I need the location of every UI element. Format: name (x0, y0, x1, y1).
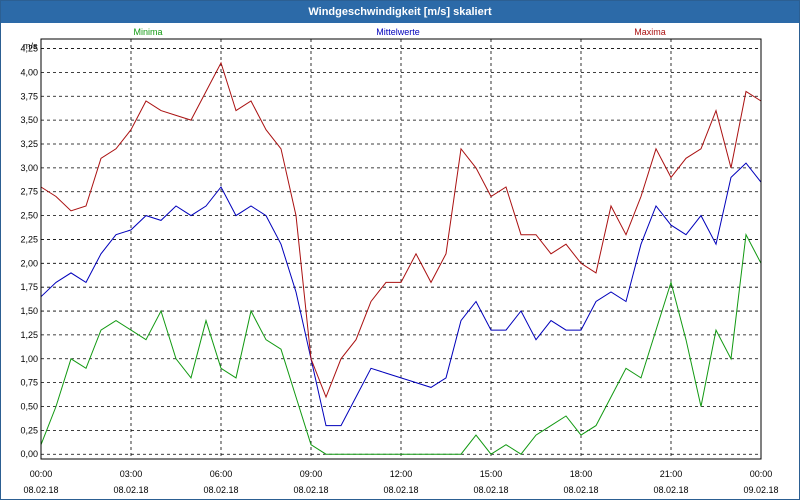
y-tick-label: 1,00 (20, 354, 38, 364)
y-tick-label: 2,00 (20, 258, 38, 268)
x-tick-date: 08.02.18 (653, 485, 688, 495)
series-line-minima (40, 233, 762, 455)
x-tick-date: 08.02.18 (293, 485, 328, 495)
x-tick-date: 08.02.18 (203, 485, 238, 495)
x-tick-time: 15:00 (480, 469, 503, 479)
x-tick-time: 06:00 (210, 469, 233, 479)
y-tick-label: 0,00 (20, 449, 38, 459)
legend-maxima: Maxima (634, 27, 666, 37)
y-axis-unit-label: m/s (23, 41, 38, 51)
x-tick-time: 03:00 (120, 469, 143, 479)
y-tick-label: 0,75 (20, 378, 38, 388)
series-line-maxima (40, 61, 762, 399)
series-line-mittelwerte (40, 162, 762, 427)
grid (41, 39, 761, 459)
y-tick-label: 1,25 (20, 330, 38, 340)
legend-minima: Minima (133, 27, 162, 37)
x-axis-ticks: 00:00 08.02.18 03:00 08.02.18 06:00 08.02.18 0… (23, 469, 778, 495)
x-tick-time: 00:00 (30, 469, 53, 479)
x-tick-time: 18:00 (570, 469, 593, 479)
plot-area-frame (40, 38, 762, 460)
y-tick-label: 3,50 (20, 115, 38, 125)
x-tick-date: 08.02.18 (383, 485, 418, 495)
y-tick-label: 0,50 (20, 402, 38, 412)
y-tick-label: 2,25 (20, 234, 38, 244)
y-tick-label: 1,75 (20, 282, 38, 292)
y-axis-ticks: 0,00 0,25 0,50 0,75 1,00 1,25 1,50 1,75 2,00 2,25… (20, 44, 38, 460)
y-tick-label: 3,75 (20, 91, 38, 101)
legend-mittelwerte: Mittelwerte (376, 27, 420, 37)
y-tick-label: 3,00 (20, 163, 38, 173)
x-tick-date: 08.02.18 (113, 485, 148, 495)
y-tick-label: 0,25 (20, 425, 38, 435)
y-tick-label: 3,25 (20, 139, 38, 149)
y-tick-label: 2,50 (20, 211, 38, 221)
x-tick-date: 08.02.18 (563, 485, 598, 495)
series-lines (40, 61, 762, 455)
x-tick-time: 21:00 (660, 469, 683, 479)
y-tick-label: 4,25 (20, 44, 38, 54)
x-tick-time: 00:00 (750, 469, 773, 479)
x-tick-time: 09:00 (300, 469, 323, 479)
x-tick-date: 08.02.18 (473, 485, 508, 495)
x-tick-date: 08.02.18 (23, 485, 58, 495)
y-tick-label: 4,00 (20, 67, 38, 77)
legend: Minima Mittelwerte Maxima (133, 27, 665, 37)
x-tick-time: 12:00 (390, 469, 413, 479)
y-tick-label: 1,50 (20, 306, 38, 316)
x-tick-date: 09.02.18 (743, 485, 778, 495)
y-tick-label: 2,75 (20, 187, 38, 197)
window-title: Windgeschwindigkeit [m/s] skaliert (1, 1, 799, 23)
